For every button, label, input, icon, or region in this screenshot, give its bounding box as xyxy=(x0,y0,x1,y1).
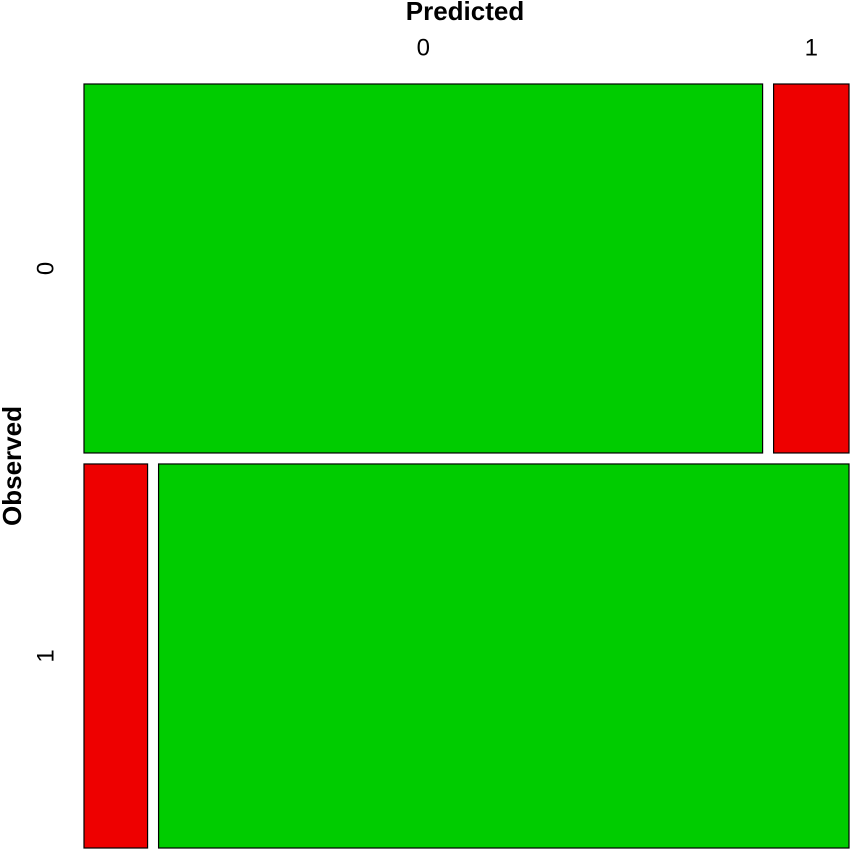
x-axis-title: Predicted xyxy=(406,0,525,26)
y-tick-label: 0 xyxy=(32,262,59,275)
mosaic-cell xyxy=(83,83,764,454)
mosaic-cell xyxy=(157,463,850,849)
mosaic-cell xyxy=(83,463,149,849)
x-tick-label: 0 xyxy=(417,34,430,61)
x-tick-label: 1 xyxy=(805,34,818,61)
y-tick-label: 1 xyxy=(32,649,59,662)
mosaic-cell xyxy=(772,83,850,454)
y-axis-title: Observed xyxy=(0,406,27,526)
